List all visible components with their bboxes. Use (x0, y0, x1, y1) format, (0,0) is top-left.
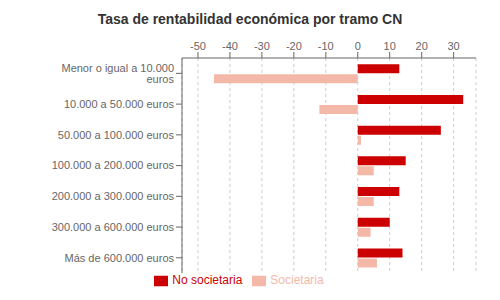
html-text:Societaria: Societaria (270, 273, 324, 288)
svg-text:30: 30 (448, 40, 460, 52)
html-text:Tasa de rentabilidad económica: Tasa de rentabilidad económica por tramo… (97, 11, 403, 27)
svg-text:-10: -10 (318, 40, 334, 52)
svg-text:200.000 a 300.000 euros: 200.000 a 300.000 euros (52, 190, 175, 202)
svg-text:-50: -50 (190, 40, 206, 52)
svg-text:10.000 a 50.000 euros: 10.000 a 50.000 euros (64, 98, 175, 110)
svg-text:300.000 a 600.000 euros: 300.000 a 600.000 euros (52, 221, 175, 233)
html-text:No societaria: No societaria (172, 273, 243, 288)
svg-text:0: 0 (355, 40, 361, 52)
svg-text:-20: -20 (286, 40, 302, 52)
svg-text:Menor o igual a 10.000euros: Menor o igual a 10.000euros (61, 62, 174, 85)
svg-text:-40: -40 (222, 40, 238, 52)
svg-text:20: 20 (416, 40, 428, 52)
svg-text:Más de 600.000 euros: Más de 600.000 euros (65, 252, 175, 264)
svg-text:10: 10 (384, 40, 396, 52)
svg-text:100.000 a 200.000 euros: 100.000 a 200.000 euros (52, 159, 175, 171)
svg-text:-30: -30 (254, 40, 270, 52)
svg-text:50.000 a 100.000 euros: 50.000 a 100.000 euros (58, 129, 175, 141)
